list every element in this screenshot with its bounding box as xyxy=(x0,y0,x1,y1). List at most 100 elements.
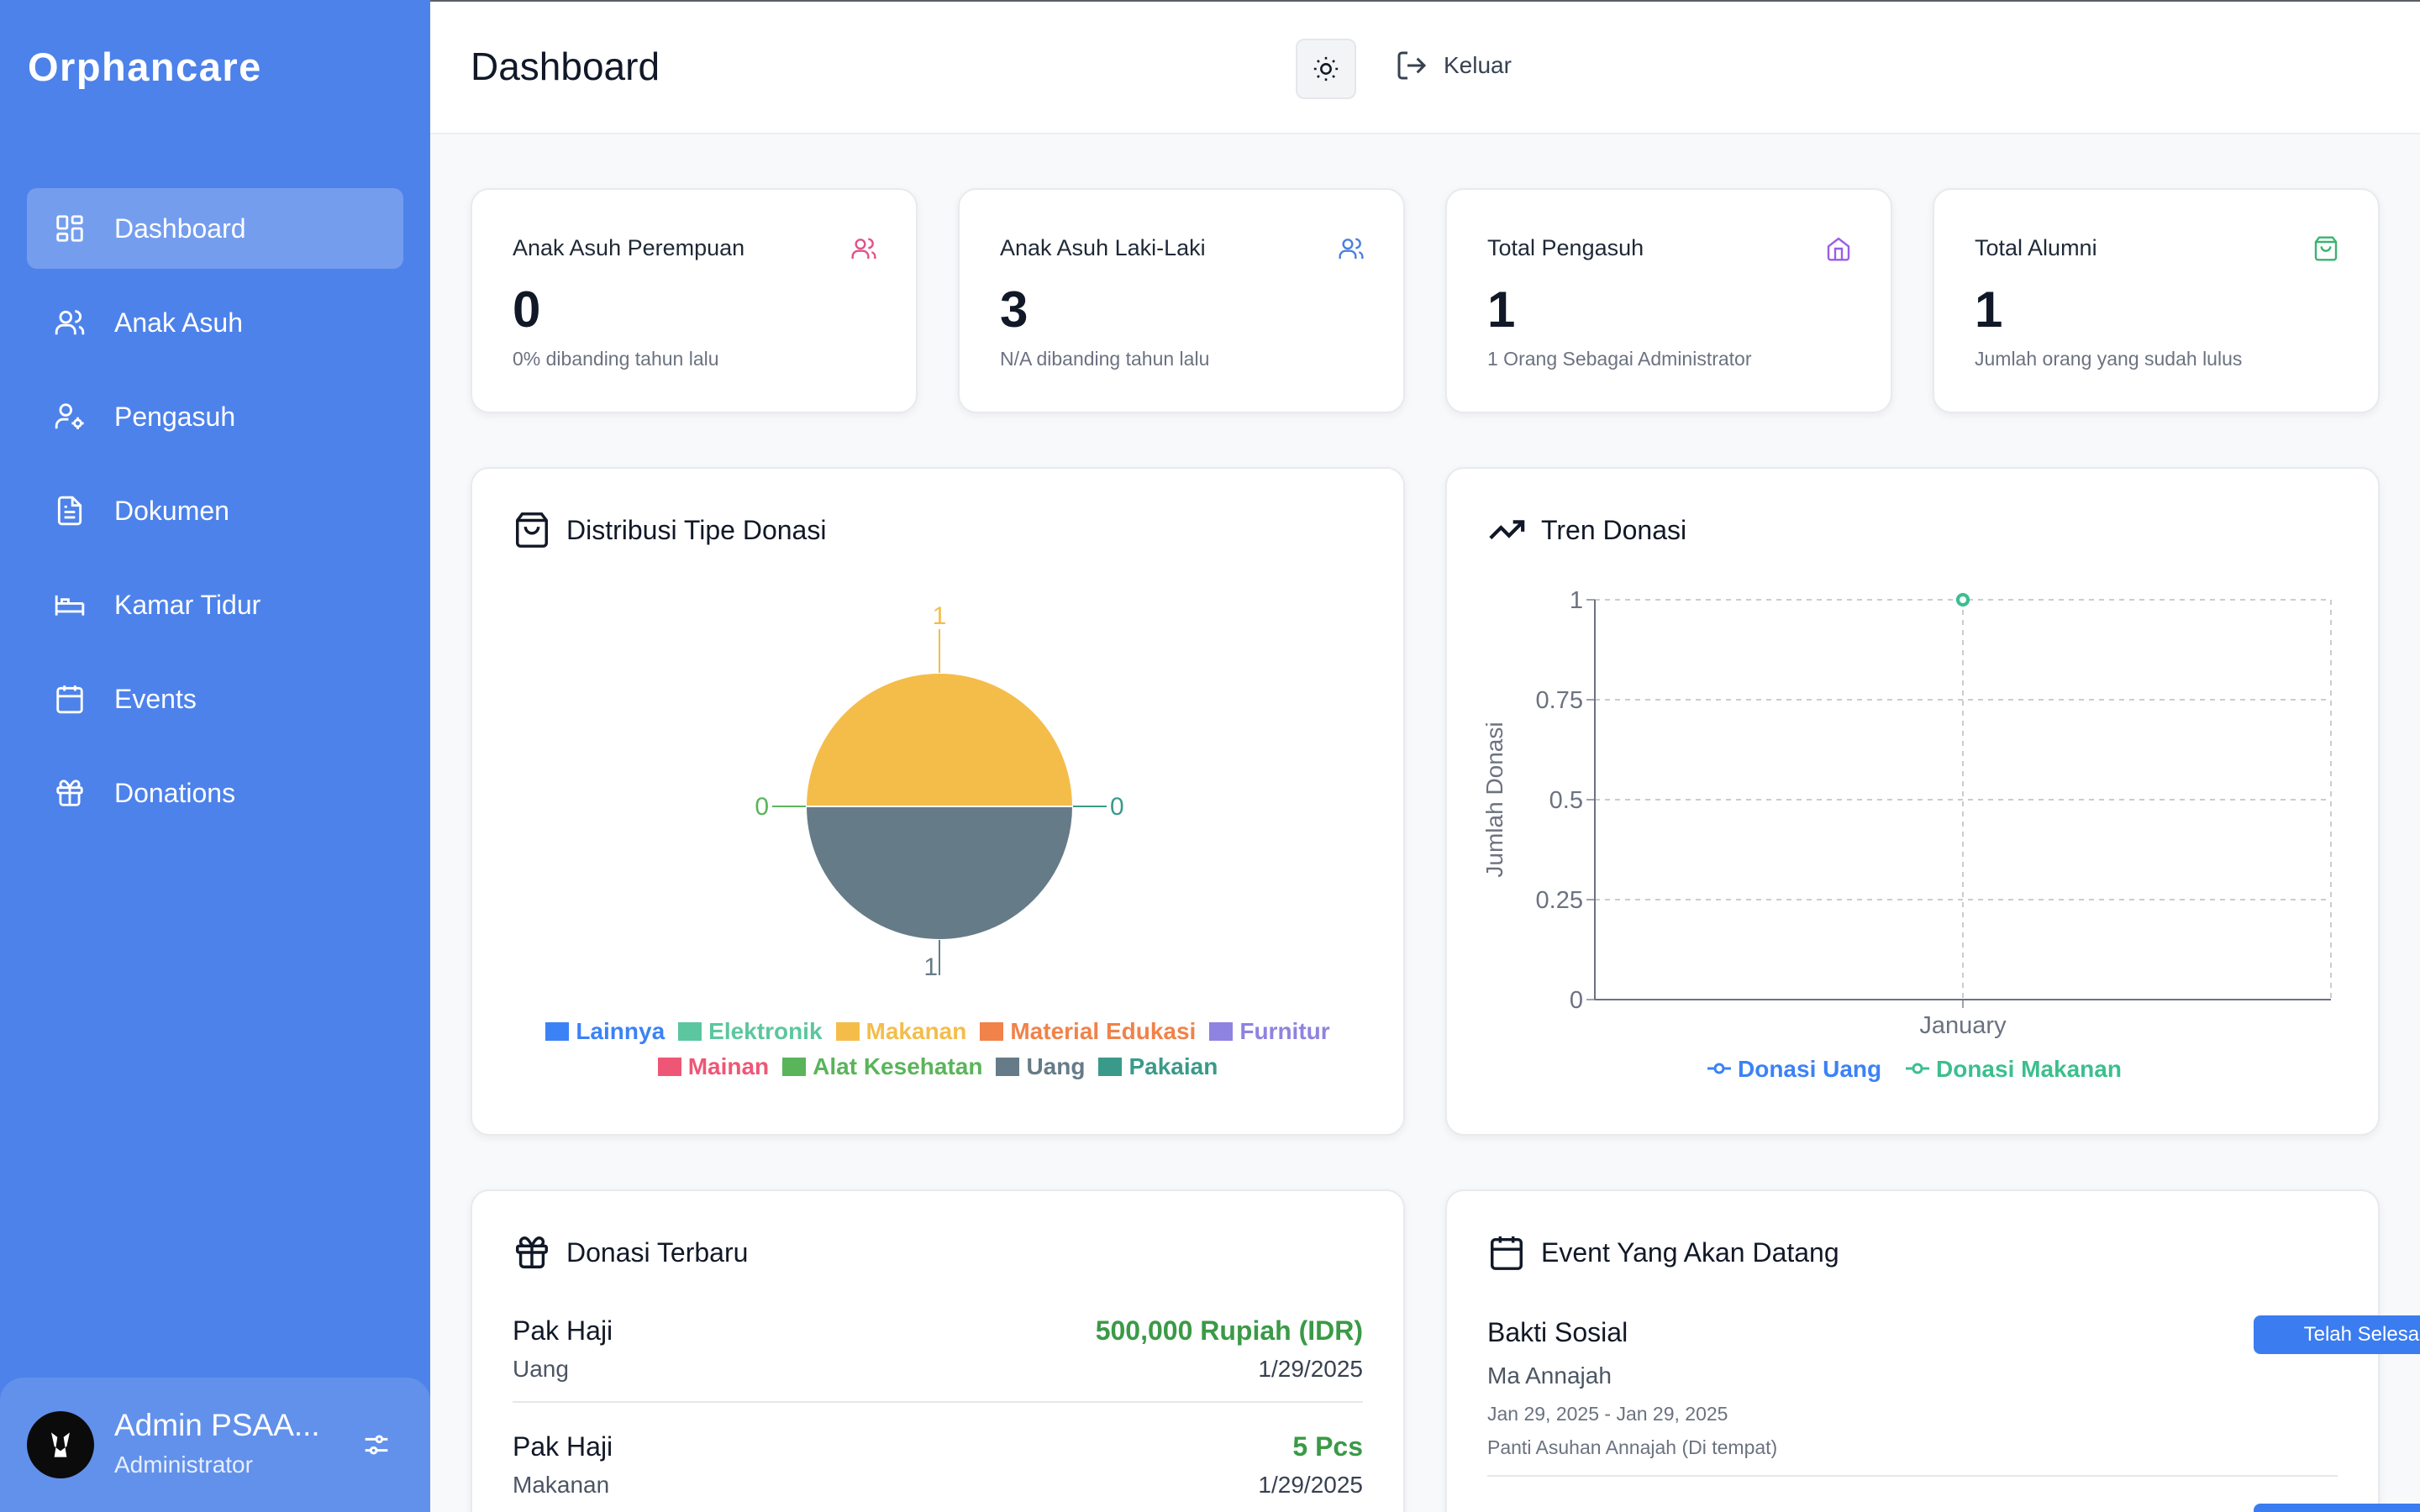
donation-date: 1/29/2025 xyxy=(1258,1472,1363,1498)
legend-item-lainnya[interactable]: Lainnya xyxy=(545,1018,665,1045)
legend-label: Lainnya xyxy=(576,1018,666,1044)
legend-item-donasi-uang[interactable]: Donasi Uang xyxy=(1707,1056,1881,1082)
sidebar-item-label: Pengasuh xyxy=(114,401,236,432)
stat-label: Anak Asuh Laki-Laki xyxy=(1000,235,1206,260)
legend-item-elektronik[interactable]: Elektronik xyxy=(678,1018,823,1045)
y-tick-label: 0.75 xyxy=(1536,687,1583,714)
home-icon xyxy=(1827,237,1850,261)
sidebar-item-kamar-tidur[interactable]: Kamar Tidur xyxy=(27,564,403,645)
sidebar-item-anak-asuh[interactable]: Anak Asuh xyxy=(27,282,403,363)
legend-swatch xyxy=(678,1022,702,1041)
legend-swatch xyxy=(1098,1058,1123,1076)
legend-item-material-edukasi[interactable]: Material Edukasi xyxy=(980,1018,1196,1045)
user-cog-icon xyxy=(55,403,84,430)
legend-label: Elektronik xyxy=(708,1018,823,1044)
sidebar-item-events[interactable]: Events xyxy=(27,659,403,739)
brand-logo-text[interactable]: Orphancare xyxy=(28,45,262,89)
users-icon xyxy=(55,310,85,335)
legend-label: Furnitur xyxy=(1239,1018,1330,1044)
sidebar-item-dashboard[interactable]: Dashboard xyxy=(27,188,403,269)
shopping-bag-icon xyxy=(2314,236,2338,261)
pie-value-label: 1 xyxy=(923,953,938,981)
row-divider xyxy=(513,1401,1363,1403)
sidebar-item-donations[interactable]: Donations xyxy=(27,753,403,833)
profile-role: Administrator xyxy=(114,1452,253,1478)
legend-marker xyxy=(1713,1063,1725,1074)
legend-label: Donasi Uang xyxy=(1738,1056,1881,1082)
sidebar-item-label: Kamar Tidur xyxy=(114,589,261,620)
legend-row: Mainan Alat Kesehatan Uang Pakaian xyxy=(472,1053,1403,1082)
stat-value: 1 xyxy=(1487,281,1516,338)
stat-subtext: N/A dibanding tahun lalu xyxy=(1000,348,1210,370)
y-tick-label: 1 xyxy=(1570,587,1583,614)
logout-button[interactable]: Keluar xyxy=(1395,49,1512,82)
legend-swatch xyxy=(1209,1022,1234,1041)
legend-item-furnitur[interactable]: Furnitur xyxy=(1209,1018,1330,1045)
logout-label: Keluar xyxy=(1444,52,1512,78)
stat-card-total-alumni: Total Alumni 1 Jumlah orang yang sudah l… xyxy=(1933,188,2380,413)
pie-legend: Lainnya Elektronik Makanan Material Edukasi… xyxy=(472,1018,1403,1089)
sidebar-item-label: Anak Asuh xyxy=(114,307,243,338)
sidebar-item-label: Dokumen xyxy=(114,495,229,526)
donor-name: Pak Haji xyxy=(513,1315,613,1346)
stat-value: 3 xyxy=(1000,281,1028,338)
donation-amount: 500,000 Rupiah (IDR) xyxy=(1095,1315,1363,1346)
pie-value-label: 0 xyxy=(1110,793,1124,821)
legend-swatch xyxy=(657,1058,681,1076)
legend-swatch xyxy=(782,1058,807,1076)
legend-label: Alat Kesehatan xyxy=(813,1053,983,1079)
legend-item-makanan[interactable]: Makanan xyxy=(835,1018,967,1045)
legend-item-donasi-makanan[interactable]: Donasi Makanan xyxy=(1906,1056,2122,1082)
legend-item-uang[interactable]: Uang xyxy=(996,1053,1085,1080)
legend-label: Uang xyxy=(1026,1053,1086,1079)
pie-slice-makanan xyxy=(804,672,1075,807)
avatar-logo-icon xyxy=(51,1432,70,1457)
user-profile[interactable]: Admin PSAA... Administrator xyxy=(0,1378,430,1512)
legend-item-pakaian[interactable]: Pakaian xyxy=(1098,1053,1218,1080)
recent-donations-card: Donasi Terbaru Pak Haji Uang 500,000 Rup… xyxy=(471,1189,1405,1512)
donation-row[interactable]: Pak Haji Uang 500,000 Rupiah (IDR) 1/29/… xyxy=(513,1315,1363,1399)
legend-item-mainan[interactable]: Mainan xyxy=(657,1053,769,1080)
calendar-icon xyxy=(1491,1236,1523,1270)
donation-type: Uang xyxy=(513,1356,569,1382)
legend-label: Pakaian xyxy=(1128,1053,1218,1079)
legend-row: Lainnya Elektronik Makanan Material Edukasi… xyxy=(472,1018,1403,1047)
stat-label: Anak Asuh Perempuan xyxy=(513,235,745,260)
y-tick-label: 0.5 xyxy=(1549,787,1583,814)
card-title: Distribusi Tipe Donasi xyxy=(566,514,827,545)
donation-type: Makanan xyxy=(513,1472,610,1498)
top-header: Dashboard Keluar xyxy=(430,0,2420,134)
stat-subtext: 1 Orang Sebagai Administrator xyxy=(1487,348,1752,370)
card-header: Tren Donasi xyxy=(1487,511,1686,549)
card-header: Event Yang Akan Datang xyxy=(1487,1233,1839,1272)
legend-swatch xyxy=(980,1022,1004,1041)
event-status-badge xyxy=(2254,1504,2420,1512)
theme-toggle-button[interactable] xyxy=(1296,39,1356,99)
stat-subtext: 0% dibanding tahun lalu xyxy=(513,348,719,370)
sidebar-nav: Dashboard Anak Asuh Pengasuh Dokumen Kam… xyxy=(27,188,403,847)
calendar-icon xyxy=(56,685,83,714)
sun-icon xyxy=(1313,56,1339,81)
dashboard-icon xyxy=(56,215,83,242)
sidebar-item-pengasuh[interactable]: Pengasuh xyxy=(27,376,403,457)
donation-row[interactable]: Pak Haji Makanan 5 Pcs 1/29/2025 xyxy=(513,1431,1363,1512)
y-tick-label: 0.25 xyxy=(1536,887,1583,914)
legend-label: Material Edukasi xyxy=(1010,1018,1197,1044)
event-title[interactable]: Bakti Sosial xyxy=(1487,1317,1628,1347)
card-header: Donasi Terbaru xyxy=(513,1233,748,1272)
stat-label: Total Pengasuh xyxy=(1487,235,1644,260)
shopping-bag-icon xyxy=(516,512,548,548)
line-chart: 0 0.25 0.5 0.75 1 January Jumlah Donasi Donasi … xyxy=(1481,587,2332,1082)
legend-label: Makanan xyxy=(865,1018,967,1044)
sidebar-item-dokumen[interactable]: Dokumen xyxy=(27,470,403,551)
gift-icon xyxy=(516,1236,548,1268)
bed-icon xyxy=(55,595,85,616)
sidebar-item-label: Dashboard xyxy=(114,213,246,244)
data-point-donasi-makanan xyxy=(1956,593,1970,606)
donor-name: Pak Haji xyxy=(513,1431,613,1462)
legend-marker xyxy=(1912,1063,1923,1074)
stat-label: Total Alumni xyxy=(1975,235,2097,260)
card-title: Donasi Terbaru xyxy=(566,1236,749,1268)
legend-item-alat-kesehatan[interactable]: Alat Kesehatan xyxy=(782,1053,982,1080)
settings-sliders-icon[interactable] xyxy=(360,1428,393,1462)
